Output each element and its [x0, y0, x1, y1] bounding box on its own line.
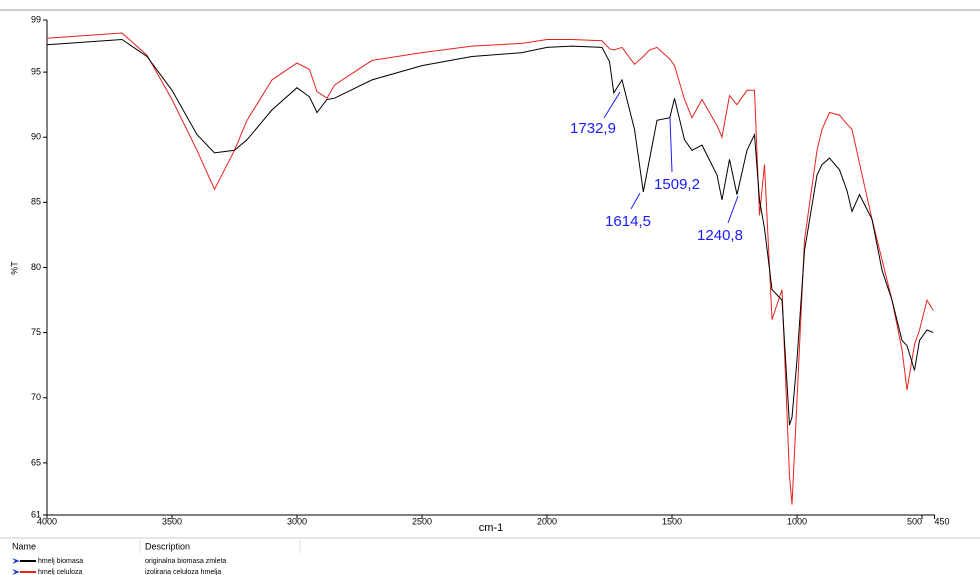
- annotation: 1509,2: [654, 176, 700, 193]
- x-tick-label: 500: [907, 516, 922, 526]
- legend-arrow: [12, 569, 20, 575]
- annotation: 1614,5: [605, 213, 651, 230]
- x-tick-label: 3000: [287, 516, 307, 526]
- annotation-leader: [630, 192, 641, 210]
- y-tick-label: 85: [31, 197, 41, 207]
- annotation: 1732,9: [570, 120, 616, 137]
- y-tick-label: 65: [31, 457, 41, 467]
- y-tick-label: 99: [31, 14, 41, 24]
- legend-panel: [0, 538, 980, 575]
- annotation: 1240,8: [697, 227, 743, 244]
- x-tick-label: 2000: [537, 516, 557, 526]
- legend-description: izolirana celuloza hmelja: [145, 569, 221, 575]
- annotation-leader: [603, 91, 621, 119]
- x-tick-label: 450: [935, 516, 950, 526]
- y-tick-label: 70: [31, 392, 41, 402]
- x-tick-label: 1000: [787, 516, 807, 526]
- series-line: [46, 38, 934, 426]
- annotation-leader: [727, 195, 739, 224]
- y-tick-label: 90: [31, 132, 41, 142]
- legend-header: Name: [12, 541, 36, 551]
- legend-name: hmelj biomasa: [38, 558, 83, 565]
- y-tick-label: 95: [31, 66, 41, 76]
- y-tick-label: 75: [31, 327, 41, 337]
- legend-description: originalna biomasa zmleta: [145, 558, 226, 565]
- legend-arrow: [12, 558, 20, 564]
- x-tick-label: 4000: [37, 516, 57, 526]
- legend-name: hmelj celuloza: [38, 569, 82, 575]
- x-tick-label: 1500: [662, 516, 682, 526]
- x-tick-label: 3500: [162, 516, 182, 526]
- y-axis-title: %T: [9, 261, 19, 275]
- legend-header: Description: [145, 541, 190, 551]
- y-tick-label: 80: [31, 262, 41, 272]
- x-tick-label: 2500: [412, 516, 432, 526]
- x-axis-title: cm-1: [479, 522, 503, 534]
- y-tick-label: 61: [31, 509, 41, 519]
- annotation-leader: [669, 117, 673, 173]
- series-line: [46, 32, 934, 505]
